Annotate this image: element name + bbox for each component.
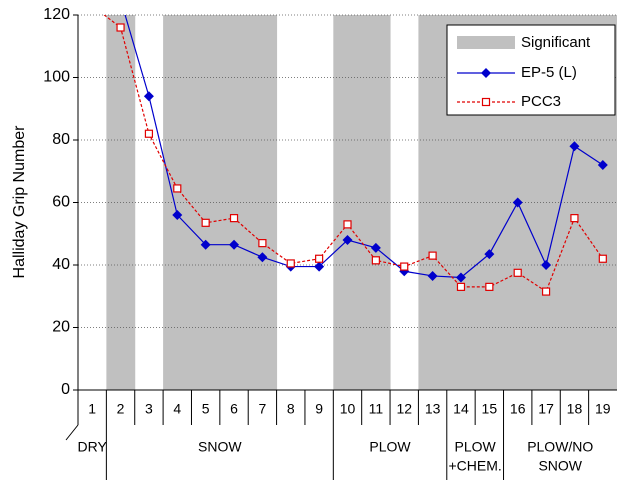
marker <box>455 272 466 283</box>
x-tick-label: 7 <box>258 401 266 417</box>
significant-band <box>191 15 221 390</box>
legend-swatch <box>457 36 515 49</box>
marker <box>315 254 324 263</box>
marker <box>597 160 608 170</box>
marker <box>481 97 491 107</box>
legend-label: Significant <box>521 34 591 51</box>
group-label: PLOW <box>369 439 411 455</box>
legend-label: PCC3 <box>521 93 561 110</box>
y-tick-label: 120 <box>43 6 70 23</box>
x-tick-label: 9 <box>315 401 323 417</box>
marker <box>569 141 580 152</box>
marker <box>428 251 437 260</box>
y-axis-label: Halliday Grip Number <box>11 125 28 279</box>
x-tick-label: 5 <box>202 401 210 417</box>
marker <box>229 214 239 223</box>
series-line <box>124 15 604 279</box>
marker <box>541 287 551 296</box>
x-tick-label: 11 <box>369 401 384 417</box>
marker <box>116 23 125 32</box>
marker <box>144 129 154 138</box>
marker <box>541 260 552 270</box>
marker <box>513 268 522 277</box>
x-tick-label: 12 <box>396 401 412 417</box>
legend: Significant EP-5 (L) PCC3 <box>446 24 616 116</box>
marker <box>229 239 240 250</box>
group-label: +CHEM. <box>449 458 502 474</box>
x-tick-label: 15 <box>482 401 498 417</box>
marker <box>143 91 154 102</box>
x-tick-label: 16 <box>510 401 526 417</box>
group-label: PLOW/NO <box>527 439 593 455</box>
x-tick-label: 14 <box>453 401 469 417</box>
group-label: PLOW <box>455 439 497 455</box>
y-tick-label: 0 <box>61 381 70 398</box>
marker <box>258 239 267 248</box>
marker <box>400 262 409 271</box>
marker <box>371 256 380 265</box>
x-tick-label: 10 <box>340 401 356 417</box>
marker <box>370 242 381 253</box>
marker <box>201 218 210 227</box>
y-tick-label: 100 <box>43 69 70 86</box>
x-tick-label: 8 <box>287 401 295 417</box>
x-tick-label: 6 <box>230 401 238 417</box>
group-label: SNOW <box>198 439 242 455</box>
marker <box>286 259 295 268</box>
group-label: DRY <box>78 439 108 455</box>
x-tick-label: 4 <box>173 401 181 417</box>
marker <box>116 0 126 4</box>
x-tick-label: 2 <box>117 401 125 417</box>
marker <box>342 235 353 245</box>
x-tick-label: 18 <box>567 401 583 417</box>
marker <box>314 261 325 272</box>
marker <box>485 282 494 291</box>
y-tick-label: 60 <box>52 194 70 211</box>
marker <box>343 220 352 229</box>
marker <box>598 254 607 263</box>
marker <box>427 270 438 281</box>
group-label: SNOW <box>538 458 582 474</box>
x-tick-label: 13 <box>425 401 441 417</box>
marker <box>172 210 183 220</box>
marker <box>173 184 182 193</box>
marker <box>257 252 268 263</box>
marker <box>200 239 211 250</box>
legend-label: EP-5 (L) <box>521 64 577 81</box>
y-tick-label: 40 <box>52 256 70 273</box>
marker <box>484 249 495 260</box>
x-tick-label: 19 <box>595 401 611 417</box>
marker <box>456 282 466 291</box>
y-tick-label: 20 <box>52 319 70 336</box>
x-tick-label: 17 <box>538 401 554 417</box>
x-tick-label: 3 <box>145 401 153 417</box>
marker <box>89 2 96 9</box>
plot-area <box>89 0 608 296</box>
group-divider <box>65 424 79 441</box>
y-tick-label: 80 <box>52 131 70 148</box>
marker <box>481 68 491 78</box>
x-tick-label: 1 <box>88 401 96 417</box>
marker <box>512 197 523 208</box>
marker <box>570 214 579 223</box>
significant-band <box>248 15 278 390</box>
